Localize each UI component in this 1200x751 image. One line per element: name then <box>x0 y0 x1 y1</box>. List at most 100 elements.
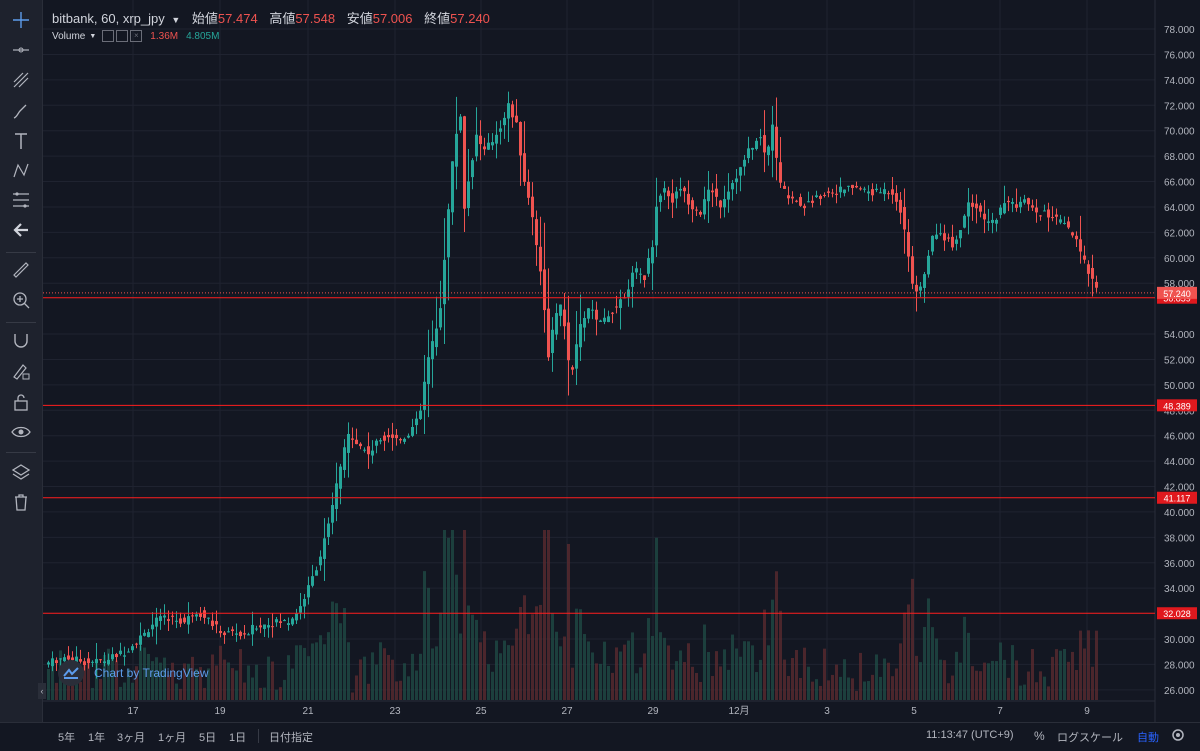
candle-body <box>771 124 774 151</box>
trash-icon[interactable] <box>0 487 42 517</box>
volume-close-icon[interactable]: × <box>130 30 143 42</box>
period-separator <box>258 729 259 743</box>
volume-bar <box>455 574 458 700</box>
candle-body <box>419 410 422 419</box>
volume-bar <box>1079 630 1082 700</box>
volume-settings-icon[interactable] <box>102 30 115 42</box>
volume-bar <box>1083 648 1086 700</box>
trendline-icon[interactable] <box>0 35 42 65</box>
candle-body <box>55 660 58 664</box>
level-2-badge-bg <box>1157 491 1197 504</box>
magnet-icon[interactable] <box>0 326 42 356</box>
y-tick-label: 76.000 <box>1164 50 1195 61</box>
price-chart[interactable]: 17 19 21 23 25 27 29 12月 3 5 7 9 78.000 76.000 74.000… <box>43 0 1200 722</box>
settings-icon[interactable] <box>1170 727 1186 743</box>
candle-body <box>1063 222 1066 224</box>
open-value: 57.474 <box>217 11 258 26</box>
candle-body <box>611 312 614 314</box>
volume-bar <box>291 668 294 700</box>
candle-body <box>147 632 150 638</box>
pitchfork-icon[interactable] <box>0 65 42 95</box>
volume-bar <box>499 653 502 700</box>
volume-bar <box>99 678 102 700</box>
candle-body <box>235 633 238 635</box>
candle-body <box>191 615 194 617</box>
volume-bar <box>779 610 782 700</box>
volume-bar <box>71 676 74 700</box>
eye-icon[interactable] <box>0 417 42 447</box>
symbol-dropdown-icon[interactable]: ▼ <box>171 15 181 25</box>
candle-body <box>1055 214 1058 217</box>
crosshair-icon[interactable] <box>0 5 42 35</box>
open-label: 始値 <box>191 11 218 26</box>
candle-body <box>1035 207 1038 213</box>
volume-bar <box>991 660 994 700</box>
volume-bar <box>795 650 798 700</box>
volume-bar <box>895 668 898 700</box>
volume-bar <box>891 676 894 700</box>
candle-body <box>223 632 226 636</box>
text-icon[interactable] <box>0 126 42 156</box>
candle-body <box>131 646 134 651</box>
volume-bar <box>307 656 310 700</box>
volume-label[interactable]: Volume <box>52 30 86 42</box>
back-arrow-icon[interactable] <box>0 215 42 245</box>
volume-bar <box>619 651 622 700</box>
zoom-icon[interactable] <box>0 285 42 315</box>
candle-body <box>723 199 726 208</box>
goto-date-button[interactable]: 日付指定 <box>269 732 313 744</box>
layers-icon[interactable] <box>0 457 42 487</box>
collapse-toolbar-button[interactable]: ‹ <box>38 683 46 699</box>
y-tick-label: 34.000 <box>1164 584 1195 595</box>
candle-body <box>1051 217 1054 219</box>
volume-bar <box>671 669 674 700</box>
brush-icon[interactable] <box>0 97 42 127</box>
ruler-icon[interactable] <box>0 255 42 285</box>
pattern-icon[interactable] <box>0 156 42 186</box>
candle-body <box>1015 204 1018 208</box>
period-button-4[interactable]: 5日 <box>199 732 217 744</box>
y-tick-label: 74.000 <box>1164 76 1195 87</box>
volume-bar <box>1055 649 1058 700</box>
volume-bar <box>543 530 546 700</box>
candle-body <box>651 247 654 264</box>
volume-bar <box>655 537 658 700</box>
candle-body <box>263 624 266 629</box>
period-button-1[interactable]: 1年 <box>88 732 106 744</box>
volume-bar <box>567 543 570 700</box>
volume-format-icon[interactable] <box>116 30 129 42</box>
volume-bar <box>443 530 446 700</box>
candle-body <box>411 427 414 436</box>
tradingview-watermark[interactable]: Chart by TradingView <box>58 660 209 686</box>
lock-icon[interactable] <box>0 387 42 417</box>
auto-scale-toggle[interactable]: 自動 <box>1137 732 1159 744</box>
volume-bar <box>355 675 358 700</box>
candle-body <box>491 142 494 146</box>
candle-body <box>167 619 170 621</box>
volume-bar <box>743 641 746 700</box>
lock-pencil-icon[interactable] <box>0 356 42 386</box>
period-button-5[interactable]: 1日 <box>229 732 247 744</box>
y-tick-label: 48.000 <box>1164 406 1195 417</box>
percent-toggle[interactable]: % <box>1034 729 1045 743</box>
volume-bar <box>379 642 382 700</box>
candle-body <box>395 434 398 439</box>
volume-bar <box>147 653 150 700</box>
volume-bar <box>1007 677 1010 700</box>
volume-bar <box>783 659 786 700</box>
log-scale-toggle[interactable]: ログスケール <box>1057 732 1123 744</box>
volume-bar <box>207 668 210 700</box>
period-button-2[interactable]: 3ヶ月 <box>117 732 146 744</box>
candle-body <box>635 268 638 273</box>
candle-body <box>863 188 866 190</box>
x-tick-label: 12月 <box>728 705 749 717</box>
period-button-3[interactable]: 1ヶ月 <box>158 732 187 744</box>
symbol-title[interactable]: bitbank, 60, xrp_jpy <box>52 11 165 26</box>
volume-dropdown-icon[interactable]: ▼ <box>89 32 97 40</box>
candle-body <box>127 651 130 653</box>
period-button-0[interactable]: 5年 <box>58 732 76 744</box>
volume-bar <box>215 665 218 700</box>
volume-bar <box>223 659 226 700</box>
fib-icon[interactable] <box>0 185 42 215</box>
y-tick-label: 58.000 <box>1164 279 1195 290</box>
